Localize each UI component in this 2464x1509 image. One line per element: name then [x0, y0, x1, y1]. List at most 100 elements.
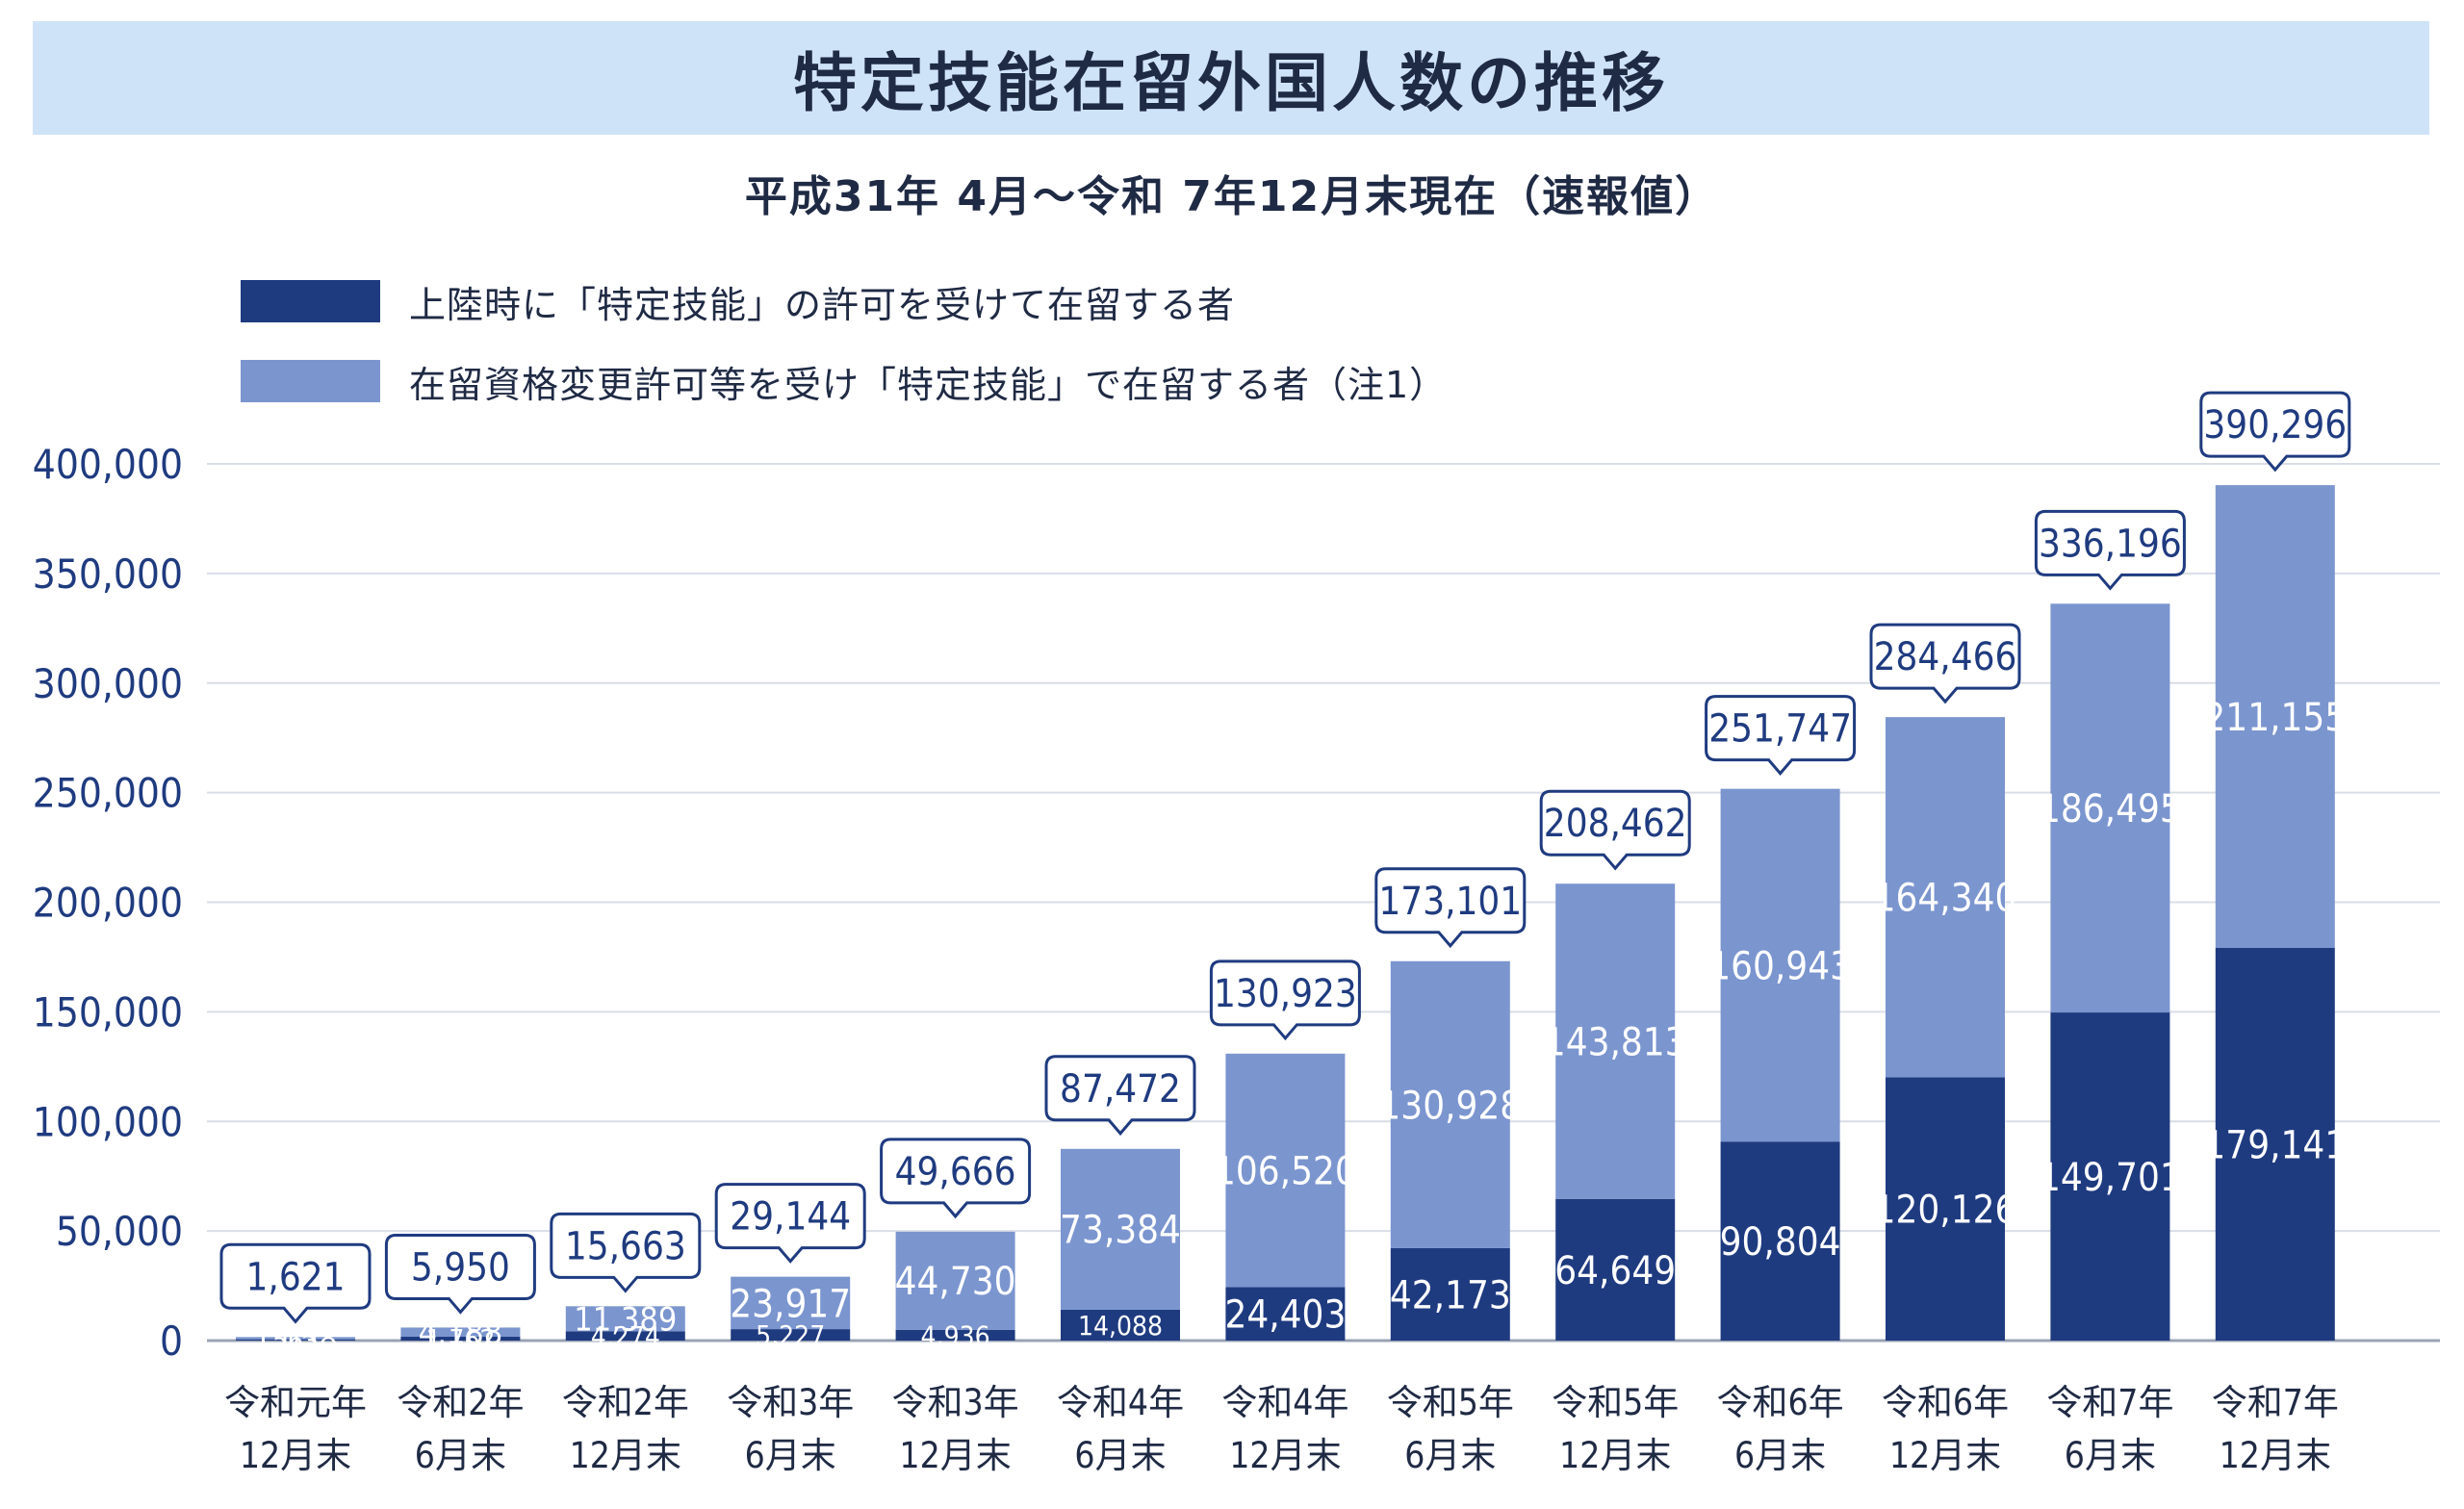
- bar-segment-landing: [565, 1331, 685, 1341]
- value-label-landing: 4,274: [591, 1320, 660, 1352]
- x-tick-label-period: 6月末: [1734, 1435, 1826, 1476]
- total-label: 251,747: [1708, 707, 1852, 752]
- total-label: 5,950: [411, 1245, 510, 1290]
- value-label-change: 130,928: [1378, 1084, 1522, 1128]
- value-label-change: 1,058: [253, 1320, 338, 1359]
- y-tick-label: 250,000: [33, 770, 183, 817]
- x-tick-label-year: 令和7年: [2212, 1382, 2339, 1423]
- bar-segment-landing: [1555, 1198, 1676, 1341]
- y-tick-label: 0: [160, 1317, 183, 1365]
- x-tick-label-period: 12月末: [240, 1435, 351, 1476]
- bar-segment-change: [1225, 1053, 1346, 1288]
- x-tick-label-year: 令和6年: [1717, 1382, 1844, 1423]
- value-label-landing: 42,173: [1390, 1273, 1511, 1317]
- legend-swatch-landing: [241, 280, 380, 322]
- total-label: 390,296: [2203, 403, 2347, 448]
- bar-segment-landing: [236, 1339, 355, 1341]
- value-label-change: 211,155: [2203, 696, 2347, 740]
- x-tick-label-period: 12月末: [570, 1435, 681, 1476]
- bar-segment-change: [1720, 788, 1840, 1142]
- x-tick-label-year: 令和2年: [562, 1382, 689, 1423]
- x-tick-label-period: 12月末: [2220, 1435, 2331, 1476]
- legend-item-change: 在留資格変更許可等を受け「特定技能」で在留する者（注1）: [241, 352, 1447, 410]
- total-label: 130,923: [1214, 972, 1357, 1016]
- legend-swatch-change: [241, 360, 380, 402]
- total-label: 49,666: [895, 1150, 1016, 1194]
- bar-segment-change: [1061, 1148, 1180, 1310]
- x-tick-label-period: 6月末: [745, 1435, 836, 1476]
- total-label: 336,196: [2039, 522, 2182, 566]
- total-callout: [714, 1183, 866, 1264]
- x-tick-label-year: 令和7年: [2046, 1382, 2173, 1423]
- total-callout: [2034, 509, 2186, 591]
- value-label-landing: 64,649: [1554, 1249, 1676, 1293]
- bar-segment-landing: [1225, 1287, 1346, 1341]
- value-label-change: 23,917: [730, 1282, 851, 1326]
- bar-segment-change: [236, 1337, 355, 1340]
- value-label-landing: 90,804: [1720, 1220, 1841, 1265]
- y-tick-label: 50,000: [56, 1208, 183, 1255]
- y-tick-label: 150,000: [33, 988, 183, 1036]
- value-label-change: 143,813: [1544, 1020, 1687, 1064]
- total-callout: [880, 1138, 1032, 1219]
- x-tick-label-year: 令和4年: [1057, 1382, 1184, 1423]
- x-tick-label-year: 令和3年: [892, 1382, 1019, 1423]
- bar-segment-landing: [731, 1329, 851, 1341]
- chart-subtitle: 平成31年 4月～令和 7年12月末現在（速報値）: [744, 172, 1720, 221]
- x-tick-label-period: 12月末: [1229, 1435, 1341, 1476]
- value-label-landing: 1,762: [425, 1323, 495, 1355]
- value-label-change: 11,389: [574, 1301, 677, 1340]
- value-label-change: 106,520: [1214, 1150, 1357, 1194]
- x-tick-label-period: 12月末: [1559, 1435, 1671, 1476]
- total-label: 173,101: [1378, 880, 1522, 924]
- x-tick-label-year: 令和5年: [1552, 1382, 1679, 1423]
- legend-item-landing: 上陸時に「特定技能」の許可を受けて在留する者: [241, 272, 1235, 330]
- value-label-landing: 4,936: [921, 1319, 990, 1351]
- total-callout: [550, 1212, 702, 1293]
- value-label-change: 160,943: [1708, 944, 1852, 988]
- value-label-landing: 14,088: [1078, 1310, 1163, 1342]
- bar-segment-change: [731, 1276, 851, 1330]
- title-banner: 特定技能在留外国人数の推移: [33, 21, 2429, 135]
- total-label: 87,472: [1060, 1067, 1181, 1112]
- x-tick-label-year: 令和元年: [224, 1382, 367, 1423]
- bar-segment-change: [400, 1327, 521, 1337]
- total-callout: [1869, 623, 2021, 704]
- x-tick-label-period: 6月末: [415, 1435, 506, 1476]
- value-label-landing: 120,126: [1874, 1189, 2017, 1233]
- value-label-change: 4,188: [419, 1314, 503, 1352]
- bar-segment-change: [1390, 960, 1510, 1248]
- bar-segment-landing: [895, 1329, 1015, 1341]
- total-callout: [219, 1242, 372, 1324]
- bar-segment-change: [895, 1231, 1015, 1330]
- bar-segment-landing: [2050, 1012, 2170, 1341]
- bar-segment-change: [1886, 717, 2005, 1078]
- total-callout: [384, 1233, 536, 1315]
- x-tick-label-year: 令和5年: [1387, 1382, 1514, 1423]
- total-callout: [2199, 391, 2351, 473]
- y-tick-label: 200,000: [33, 880, 183, 927]
- total-callout: [1374, 867, 1527, 949]
- total-label: 208,462: [1544, 802, 1687, 846]
- value-label-change: 186,495: [2039, 787, 2182, 831]
- y-tick-label: 100,000: [33, 1098, 183, 1145]
- y-tick-label: 300,000: [33, 660, 183, 707]
- bar-segment-change: [1555, 883, 1676, 1199]
- bar-segment-landing: [1061, 1309, 1180, 1341]
- bar-segment-landing: [2215, 948, 2335, 1341]
- x-tick-label-period: 6月末: [1074, 1435, 1166, 1476]
- bar-segment-change: [565, 1306, 685, 1332]
- x-tick-label-year: 令和3年: [727, 1382, 854, 1423]
- value-label-change: 164,340: [1874, 877, 2017, 921]
- legend-label-change: 在留資格変更許可等を受け「特定技能」で在留する者（注1）: [409, 363, 1448, 406]
- x-tick-label-year: 令和6年: [1882, 1382, 2009, 1423]
- total-label: 29,144: [730, 1195, 851, 1240]
- bar-segment-change: [2215, 485, 2335, 949]
- value-label-landing: 149,701: [2039, 1156, 2182, 1200]
- x-tick-label-period: 12月末: [1889, 1435, 2001, 1476]
- value-label-landing: 179,141: [2203, 1123, 2347, 1167]
- value-label-landing: 563: [272, 1324, 319, 1356]
- total-callout: [1539, 789, 1691, 871]
- total-callout: [1209, 959, 1361, 1041]
- chart-title: 特定技能在留外国人数の推移: [793, 46, 1669, 120]
